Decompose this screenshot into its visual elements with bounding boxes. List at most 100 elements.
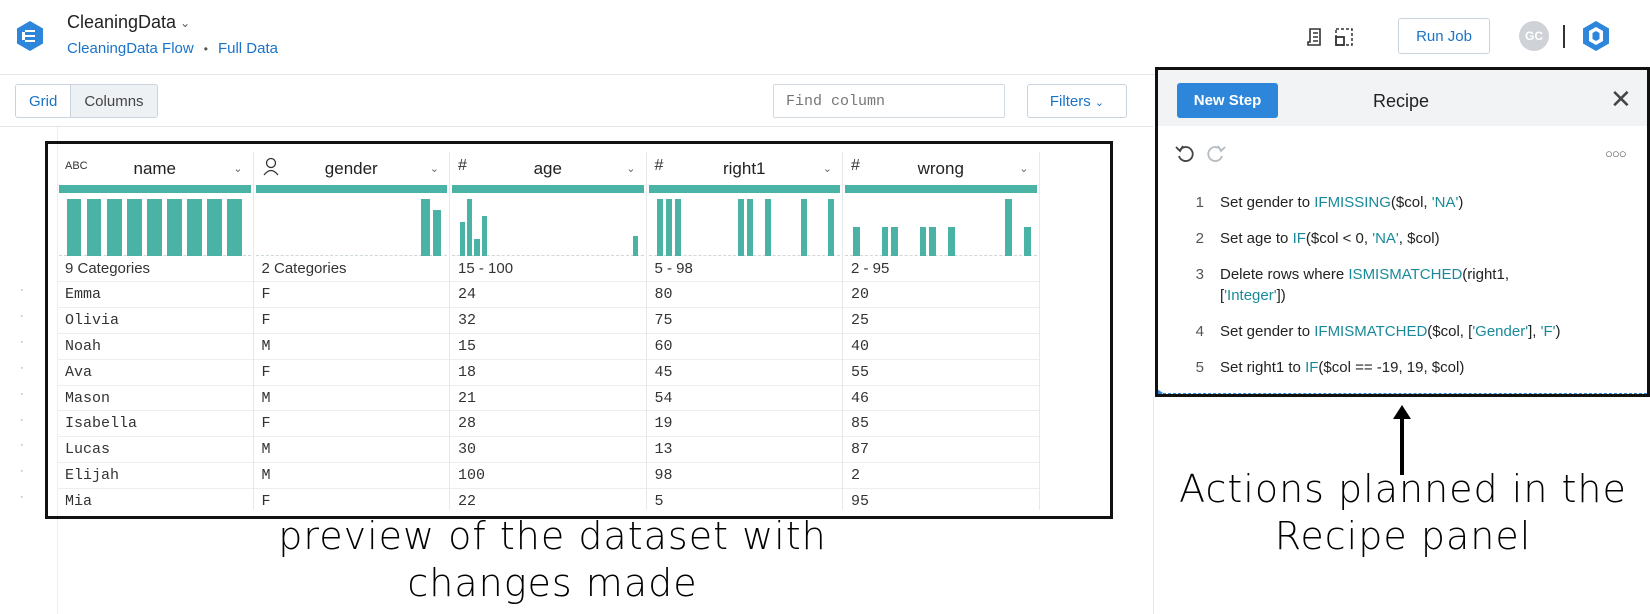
redo-icon[interactable] [1205, 142, 1227, 164]
histogram-bar[interactable] [107, 199, 122, 256]
table-cell[interactable]: 30 [450, 436, 646, 462]
table-cell[interactable]: M [253, 332, 449, 359]
table-cell[interactable]: 98 [646, 462, 842, 488]
table-cell[interactable]: Lucas [57, 436, 253, 462]
histogram-bar[interactable] [207, 199, 222, 256]
column-header[interactable]: gender ⌄ [254, 152, 450, 184]
table-cell[interactable]: 100 [450, 462, 646, 488]
table-cell[interactable]: 24 [450, 281, 646, 307]
table-cell[interactable]: 21 [450, 384, 646, 411]
table-cell[interactable]: 40 [843, 332, 1039, 359]
find-column-input[interactable] [773, 84, 1005, 118]
column-header[interactable]: # wrong ⌄ [843, 152, 1039, 184]
table-cell[interactable]: 32 [450, 306, 646, 333]
histogram-bar[interactable] [87, 199, 102, 256]
table-cell[interactable]: 25 [843, 306, 1039, 333]
table-cell[interactable]: 46 [843, 384, 1039, 411]
table-cell[interactable]: Emma [57, 281, 253, 307]
columns-view-button[interactable]: Columns [71, 85, 157, 117]
histogram-bar[interactable] [1024, 227, 1031, 256]
run-job-button[interactable]: Run Job [1398, 18, 1490, 54]
histogram-bar[interactable] [929, 227, 936, 256]
histogram-bar[interactable] [919, 227, 927, 256]
table-cell[interactable]: 55 [843, 358, 1039, 385]
filters-dropdown[interactable]: Filters ⌄ [1027, 84, 1127, 118]
cloud-product-logo-icon[interactable] [1580, 20, 1612, 52]
more-options-icon[interactable]: ○○○ [1605, 146, 1627, 161]
table-cell[interactable]: F [253, 410, 449, 436]
table-cell[interactable]: Olivia [57, 306, 253, 333]
chevron-down-icon[interactable]: ⌄ [822, 163, 832, 175]
table-cell[interactable]: 22 [450, 488, 646, 514]
table-cell[interactable]: 85 [843, 410, 1039, 436]
dataset-link[interactable]: Full Data [217, 40, 278, 57]
grid-view-button[interactable]: Grid [16, 85, 72, 117]
histogram-bar[interactable] [891, 227, 898, 256]
table-cell[interactable]: 87 [843, 436, 1039, 462]
chevron-down-icon[interactable]: ⌄ [1019, 163, 1029, 175]
table-cell[interactable]: F [253, 306, 449, 333]
table-cell[interactable]: F [253, 358, 449, 385]
table-cell[interactable]: 45 [646, 358, 842, 385]
histogram-bar[interactable] [665, 199, 672, 256]
column-header[interactable]: # age ⌄ [450, 152, 646, 184]
histogram-bar[interactable] [474, 239, 480, 256]
histogram-bar[interactable] [467, 199, 473, 256]
data-quality-bar[interactable] [648, 185, 840, 193]
new-step-button[interactable]: New Step [1177, 83, 1278, 118]
table-cell[interactable]: 80 [646, 281, 842, 307]
histogram-bar[interactable] [187, 199, 202, 256]
table-cell[interactable]: 54 [646, 384, 842, 411]
table-cell[interactable]: M [253, 436, 449, 462]
chevron-down-icon[interactable]: ⌄ [233, 163, 243, 175]
table-cell[interactable]: 28 [450, 410, 646, 436]
table-cell[interactable]: 75 [646, 306, 842, 333]
table-cell[interactable]: Elijah [57, 462, 253, 488]
histogram-bar[interactable] [881, 227, 889, 256]
chevron-down-icon[interactable]: ⌄ [626, 163, 636, 175]
histogram-bar[interactable] [127, 199, 142, 256]
histogram-bar[interactable] [421, 199, 430, 256]
data-quality-bar[interactable] [845, 185, 1037, 193]
table-cell[interactable]: 60 [646, 332, 842, 359]
table-cell[interactable]: F [253, 488, 449, 514]
histogram-bar[interactable] [656, 199, 663, 256]
table-cell[interactable]: 2 [843, 462, 1039, 488]
table-cell[interactable]: Mia [57, 488, 253, 514]
script-icon[interactable] [1305, 26, 1327, 48]
histogram-bar[interactable] [432, 210, 441, 256]
histogram-bar[interactable] [633, 236, 639, 256]
table-cell[interactable]: 19 [646, 410, 842, 436]
histogram-bar[interactable] [227, 199, 242, 256]
histogram-bar[interactable] [764, 199, 772, 256]
histogram-bar[interactable] [800, 199, 808, 256]
table-cell[interactable]: M [253, 384, 449, 411]
histogram-bar[interactable] [481, 216, 487, 256]
table-cell[interactable]: 18 [450, 358, 646, 385]
layout-toggle-icon[interactable] [1333, 26, 1355, 48]
data-quality-bar[interactable] [452, 185, 644, 193]
chevron-down-icon[interactable]: ⌄ [429, 163, 439, 175]
histogram-bar[interactable] [147, 199, 162, 256]
histogram-bar[interactable] [737, 199, 745, 256]
column-header[interactable]: # right1 ⌄ [647, 152, 843, 184]
dataset-title[interactable]: CleaningData ⌄ [67, 12, 190, 33]
histogram-bar[interactable] [948, 227, 955, 256]
table-cell[interactable]: 13 [646, 436, 842, 462]
table-cell[interactable]: Mason [57, 384, 253, 411]
histogram-bar[interactable] [746, 199, 754, 256]
table-cell[interactable]: 95 [843, 488, 1039, 514]
avatar[interactable]: GC [1519, 21, 1549, 51]
data-quality-bar[interactable] [59, 185, 251, 193]
table-cell[interactable]: Noah [57, 332, 253, 359]
table-cell[interactable]: 15 [450, 332, 646, 359]
table-cell[interactable]: 20 [843, 281, 1039, 307]
flow-link[interactable]: CleaningData Flow [67, 40, 194, 57]
histogram-bar[interactable] [853, 227, 860, 256]
table-cell[interactable]: Isabella [57, 410, 253, 436]
table-cell[interactable]: 5 [646, 488, 842, 514]
close-icon[interactable]: ✕ [1610, 84, 1632, 114]
histogram-bar[interactable] [1005, 199, 1012, 256]
column-header[interactable]: ABC name ⌄ [57, 152, 253, 184]
histogram-bar[interactable] [67, 199, 82, 256]
